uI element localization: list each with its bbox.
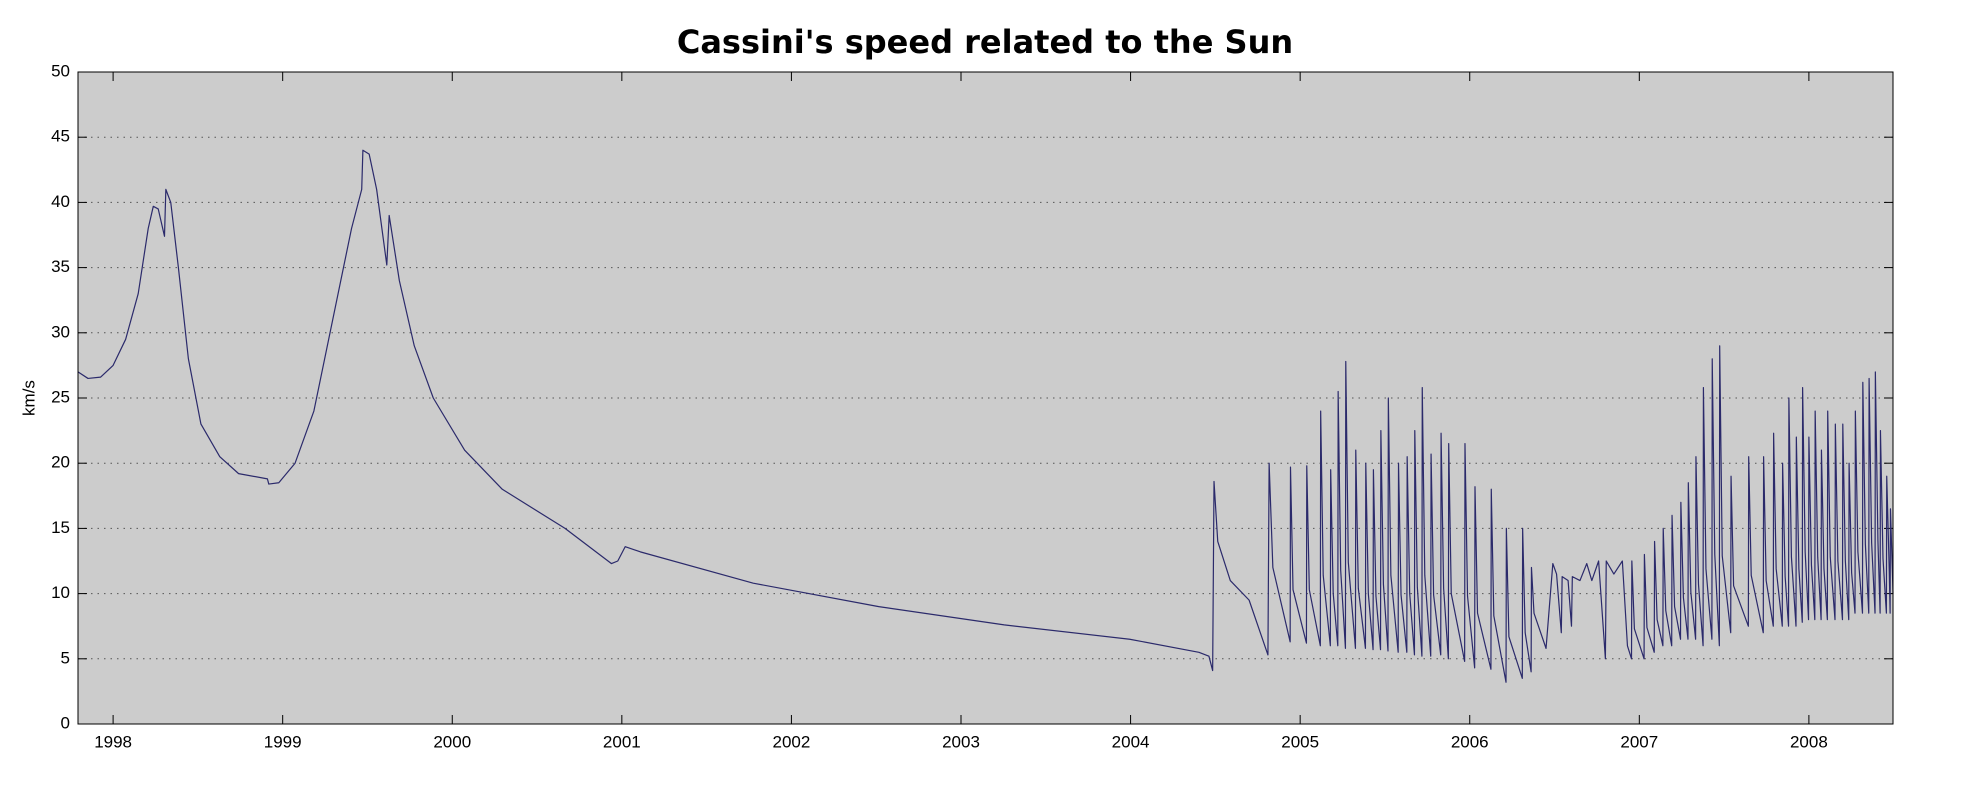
x-tick-label: 1999 (264, 732, 302, 751)
x-tick-label: 2006 (1451, 732, 1489, 751)
chart-title: Cassini's speed related to the Sun (677, 23, 1293, 61)
plot-background (78, 72, 1893, 724)
y-tick-label: 45 (51, 127, 70, 146)
x-tick-label: 2002 (773, 732, 811, 751)
y-tick-label: 40 (51, 192, 70, 211)
y-tick-label: 0 (61, 713, 70, 732)
x-tick-label: 2003 (942, 732, 980, 751)
y-tick-label: 50 (51, 61, 70, 80)
y-tick-label: 25 (51, 387, 70, 406)
x-tick-label: 2008 (1790, 732, 1828, 751)
y-tick-label: 35 (51, 257, 70, 276)
x-tick-label: 2005 (1281, 732, 1319, 751)
x-tick-label: 1998 (94, 732, 132, 751)
x-tick-label: 2007 (1620, 732, 1658, 751)
y-axis-label: km/s (19, 380, 38, 416)
y-tick-label: 15 (51, 518, 70, 537)
x-tick-label: 2004 (1112, 732, 1150, 751)
y-tick-label: 10 (51, 583, 70, 602)
y-tick-label: 30 (51, 322, 70, 341)
y-tick-label: 20 (51, 453, 70, 472)
x-tick-label: 2000 (433, 732, 471, 751)
plot-frame (77, 71, 1894, 725)
y-tick-label: 5 (61, 648, 70, 667)
x-tick-label: 2001 (603, 732, 641, 751)
speed-line (77, 149, 1894, 683)
